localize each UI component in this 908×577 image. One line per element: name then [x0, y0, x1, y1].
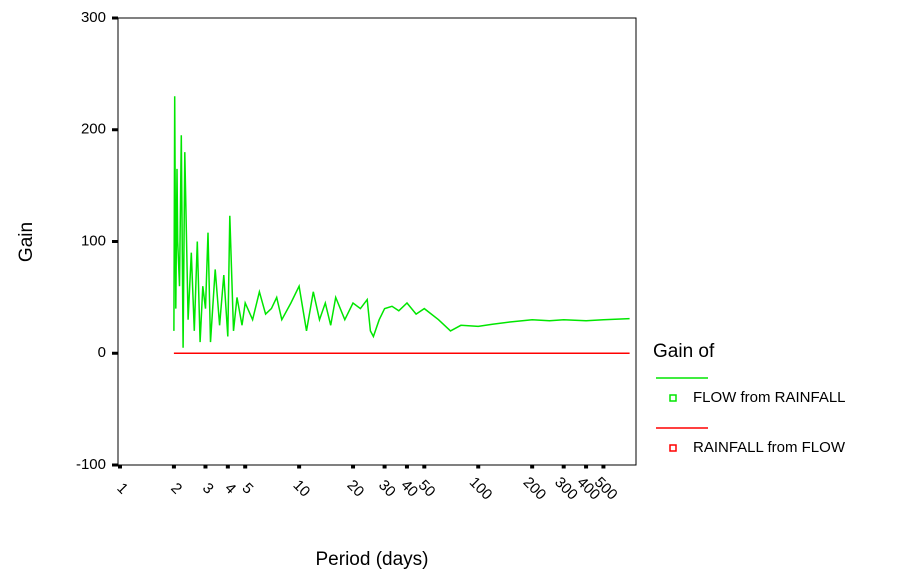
x-tick-label: 50 [415, 477, 439, 501]
legend-marker [669, 444, 677, 452]
legend-marker [669, 394, 677, 402]
y-tick-label: -100 [76, 456, 106, 473]
x-axis-label: Period (days) [316, 549, 429, 570]
legend-label: FLOW from RAINFALL [693, 389, 846, 406]
x-tick-label: 10 [290, 477, 314, 501]
y-tick-label: 300 [81, 9, 106, 26]
x-tick-label: 2 [167, 480, 185, 498]
y-tick-label: 200 [81, 121, 106, 138]
y-tick-label: 0 [98, 344, 106, 361]
x-tick-label: 5 [239, 480, 257, 498]
y-axis-label: Gain [16, 222, 37, 262]
x-tick-label: 1 [113, 480, 131, 498]
plot-frame [117, 17, 637, 466]
x-tick-label: 20 [344, 477, 368, 501]
series-line [173, 96, 630, 348]
x-tick-label: 200 [520, 474, 550, 504]
x-tick-label: 100 [466, 474, 496, 504]
x-tick-label: 30 [375, 477, 399, 501]
x-tick-label: 3 [199, 480, 217, 498]
legend-title: Gain of [653, 341, 715, 362]
y-tick-label: 100 [81, 232, 106, 249]
x-tick-label: 4 [221, 480, 239, 498]
legend-label: RAINFALL from FLOW [693, 439, 846, 456]
